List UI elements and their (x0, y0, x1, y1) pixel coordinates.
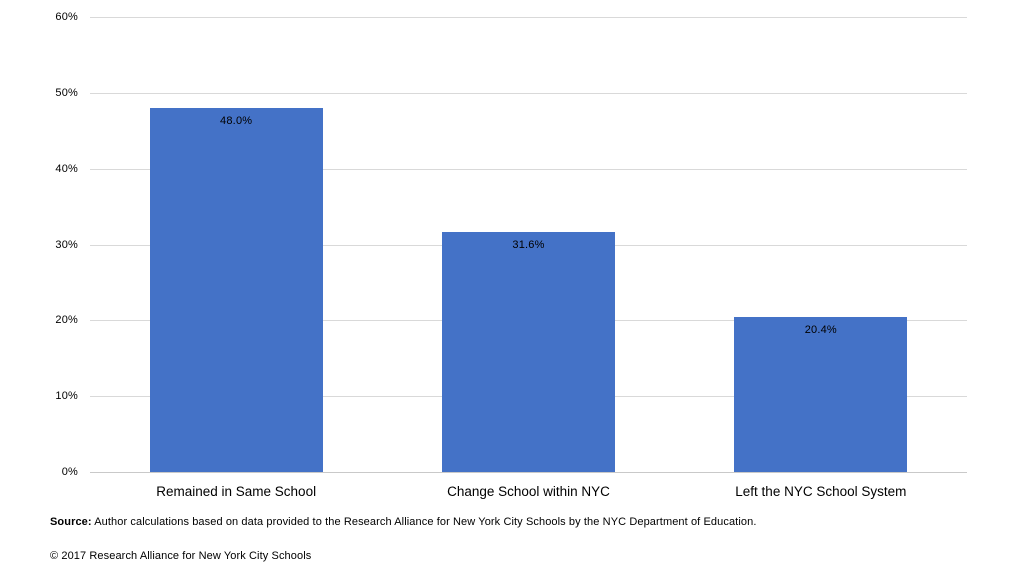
y-axis-tick-label: 10% (55, 390, 78, 403)
gridline-60% (90, 17, 967, 18)
bar-1 (149, 108, 323, 472)
x-axis-category-label: Remained in Same School (156, 484, 317, 499)
y-axis-tick-label: 60% (55, 11, 78, 23)
source-note: Source: Author calculations based on dat… (50, 516, 990, 528)
bar-value-label: 48.0% (220, 115, 253, 127)
y-axis-tick-label: 0% (61, 466, 78, 478)
gridline-40% (90, 168, 967, 170)
bar-2 (442, 232, 615, 472)
gridline-50% (90, 92, 967, 94)
copyright-note: © 2017 Research Alliance for New York Ci… (50, 550, 312, 562)
bar-value-label: 20.4% (804, 324, 837, 337)
x-axis-category-label: Left the NYC School System (735, 484, 907, 499)
y-axis-tick-label: 20% (55, 314, 78, 327)
bar-3 (734, 317, 908, 472)
x-axis-line (90, 472, 967, 473)
source-note-text: Author calculations based on data provid… (91, 516, 757, 528)
x-axis-category-label: Change School within NYC (447, 484, 610, 499)
source-note-label: Source: (50, 516, 92, 528)
y-axis-tick-label: 30% (55, 238, 78, 251)
y-axis-tick-label: 40% (55, 162, 78, 175)
bar-chart-plot-area: 0% 10% 20% 30% 40% 50% 60% 48.0% Remained in Sam… (55, 11, 967, 499)
bar-value-label: 31.6% (512, 239, 545, 252)
y-axis-tick-label: 50% (55, 86, 78, 99)
